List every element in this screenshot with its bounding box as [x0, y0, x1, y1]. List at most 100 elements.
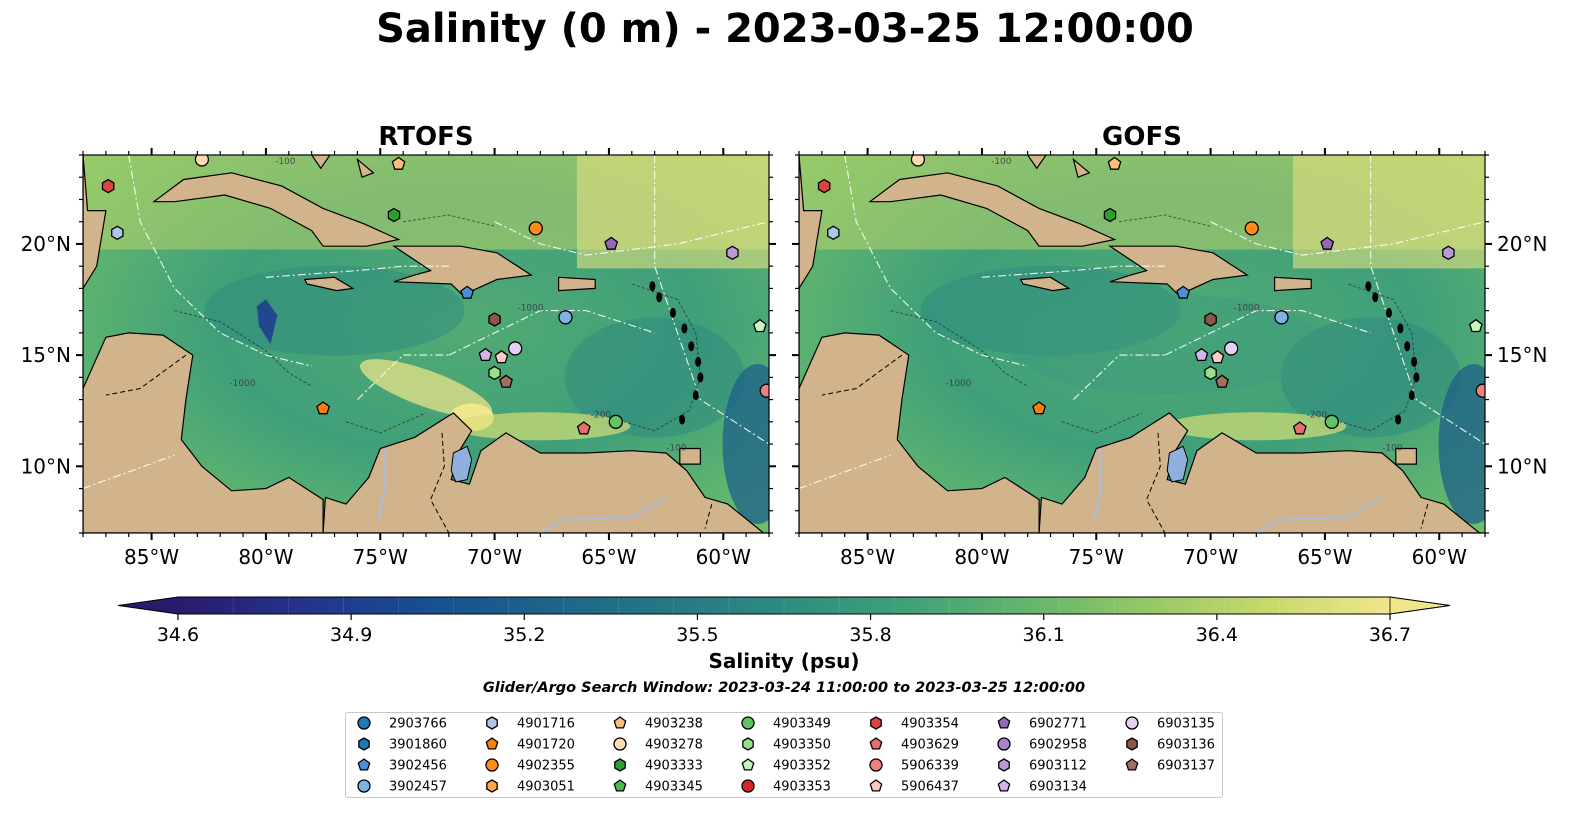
eez-boundary	[654, 155, 769, 445]
platform-marker-4901716	[111, 225, 124, 241]
land	[1108, 245, 1249, 296]
eez-boundary	[83, 454, 175, 490]
land	[356, 157, 375, 179]
x-tick-label: 70°W	[1183, 545, 1238, 569]
map-panel-gofs: -100 -1000 -1000 -200 -100 GOFS 85°W 80°W 75°W 70…	[792, 122, 1547, 569]
orinoco-plume	[722, 364, 769, 525]
low-salinity-patch	[1280, 317, 1461, 438]
platform-marker-3902457	[1274, 310, 1289, 325]
platform-marker-4901720	[316, 401, 331, 415]
island	[681, 323, 688, 334]
platform-marker-6903137	[499, 374, 513, 388]
map-area: -100 -1000 -1000 -200 -100	[83, 155, 769, 533]
contour-label: -100	[991, 157, 1012, 167]
contour-label: -200	[591, 410, 612, 420]
platform-marker-4903354	[817, 178, 831, 194]
land	[392, 245, 533, 296]
platform-marker-4903352	[752, 318, 767, 333]
figure-title: Salinity (0 m) - 2023-03-25 12:00:00	[376, 6, 1194, 52]
land	[1072, 157, 1091, 179]
colorbar-max-extension	[1389, 596, 1451, 615]
panel-title: GOFS	[1102, 122, 1182, 152]
colorbar-tick-label: 35.5	[676, 624, 718, 646]
platform-marker-4903354	[101, 178, 115, 194]
platform-marker-4903333	[1103, 207, 1117, 223]
platform-marker-6903135	[508, 341, 523, 356]
eez-boundary	[494, 221, 769, 256]
eez-boundary	[265, 265, 449, 278]
land	[1395, 447, 1418, 465]
contour-label: -100	[275, 157, 296, 167]
legend	[345, 712, 1223, 798]
x-tick-label: 75°W	[1069, 545, 1124, 569]
contour-label: -1000	[1233, 304, 1259, 314]
platform-marker-4903352	[1468, 318, 1483, 333]
x-tick-label: 65°W	[1297, 545, 1352, 569]
x-tick-label: 80°W	[238, 545, 293, 569]
x-tick-label: 75°W	[353, 545, 408, 569]
platform-marker-6903136	[1204, 312, 1217, 327]
bathymetry-contour	[1119, 214, 1211, 227]
colorbar-tick-label: 36.4	[1196, 624, 1238, 646]
land	[303, 276, 355, 292]
country-border	[821, 354, 903, 396]
x-tick-label: 70°W	[467, 545, 522, 569]
land	[799, 155, 823, 290]
eez-boundary	[357, 354, 449, 400]
island	[1372, 292, 1379, 303]
y-tick-label: 10°N	[1497, 454, 1547, 478]
river	[539, 496, 667, 533]
high-salinity-northeast	[576, 155, 769, 269]
platform-marker-5906437	[1210, 349, 1225, 364]
panel-title: RTOFS	[378, 122, 473, 152]
x-tick-label: 60°W	[696, 545, 751, 569]
low-salinity-eddy	[256, 299, 278, 344]
colorbar-min-extension	[118, 597, 178, 614]
island	[697, 372, 704, 383]
land	[152, 172, 401, 247]
platform-marker-4902355	[528, 221, 543, 236]
land	[799, 155, 1040, 533]
river	[1255, 496, 1383, 533]
platform-marker-4903238	[391, 156, 406, 170]
country-border	[430, 432, 450, 533]
land	[1019, 276, 1071, 292]
high-salinity-northeast	[1292, 155, 1485, 269]
island	[1397, 323, 1404, 334]
platform-marker-6903134	[478, 347, 493, 362]
y-tick-label: 10°N	[21, 454, 71, 478]
country-border	[105, 354, 187, 396]
land	[1273, 276, 1312, 292]
land	[679, 447, 702, 465]
bathymetry-contour	[403, 214, 495, 227]
land	[310, 155, 331, 170]
eez-boundary	[448, 310, 655, 356]
lake	[450, 445, 473, 483]
contour-label: -100	[666, 444, 687, 454]
contour-label: -200	[1307, 410, 1328, 420]
contour-label: -100	[1382, 444, 1403, 454]
low-salinity-patch	[920, 265, 1181, 356]
platform-marker-4903350	[488, 365, 501, 381]
search-window-text: Glider/Argo Search Window: 2023-03-24 11…	[483, 680, 1085, 696]
lake	[1166, 445, 1189, 483]
island	[1385, 307, 1392, 318]
country-border	[1146, 432, 1166, 533]
island	[649, 281, 656, 292]
platform-marker-5906339	[759, 383, 769, 398]
platform-marker-5906437	[494, 349, 509, 364]
island	[692, 390, 699, 401]
eez-boundary	[1073, 354, 1165, 400]
platform-marker-3902456	[1176, 285, 1191, 299]
land	[1026, 155, 1047, 170]
platform-marker-3902457	[558, 310, 573, 325]
eez-boundary	[1210, 221, 1485, 256]
x-tick-label: 60°W	[1412, 545, 1467, 569]
low-salinity-patch	[564, 317, 745, 438]
platform-marker-4902355	[1244, 221, 1259, 236]
island	[1411, 356, 1418, 367]
island	[1395, 414, 1402, 425]
platform-marker-6902771	[604, 236, 619, 250]
island	[695, 356, 702, 367]
